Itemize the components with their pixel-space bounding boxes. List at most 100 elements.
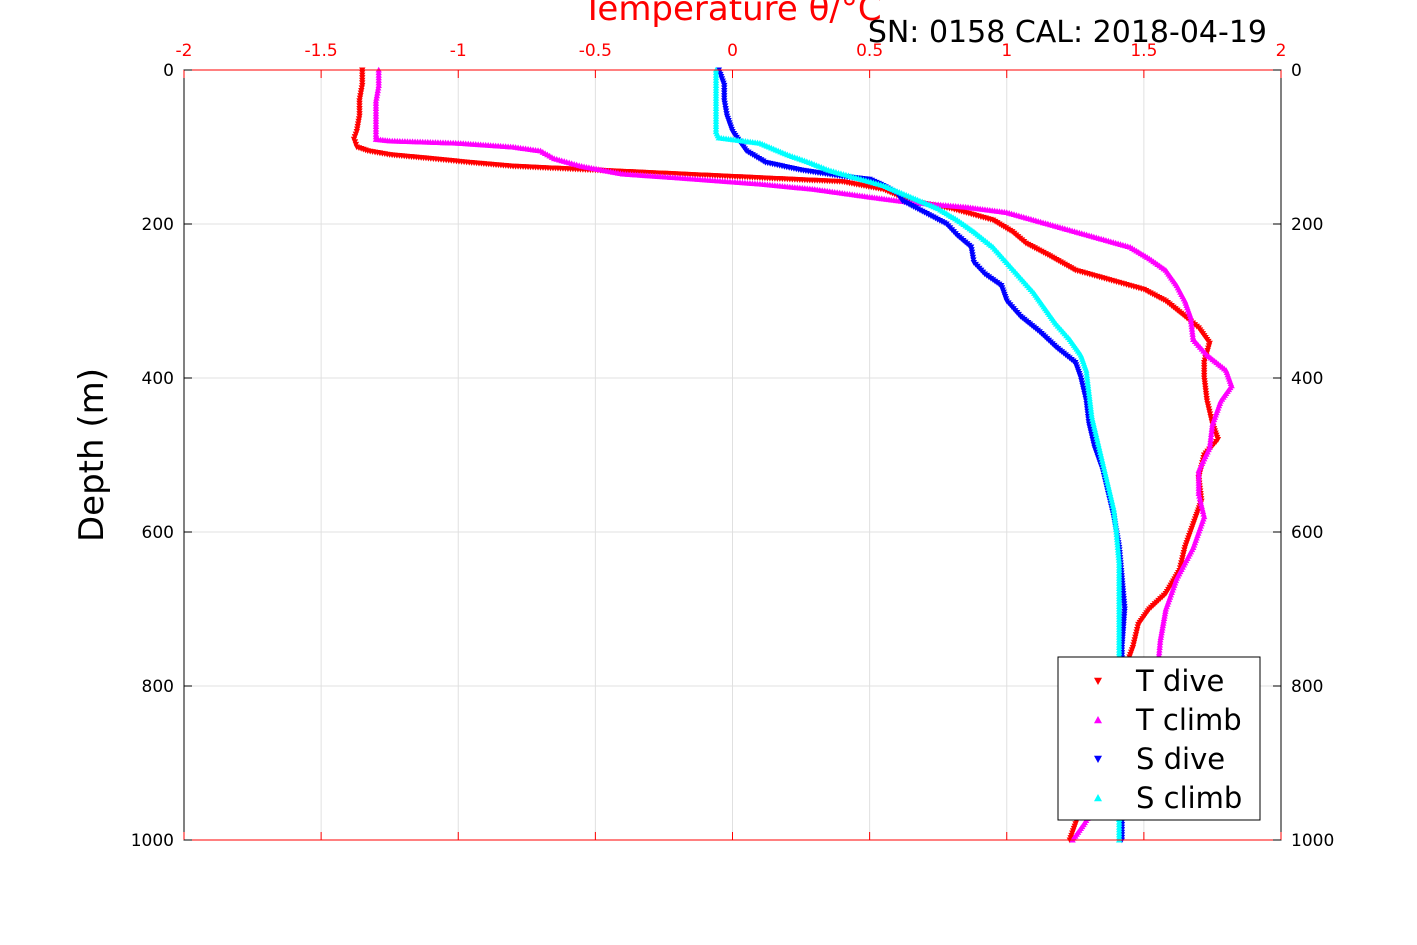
data-point xyxy=(1209,421,1216,427)
data-point xyxy=(1091,423,1098,430)
x-tick-label: -2 xyxy=(176,41,193,61)
data-point xyxy=(1111,510,1118,517)
data-point xyxy=(1195,490,1202,497)
data-point xyxy=(373,92,381,99)
y-tick-label-left: 400 xyxy=(142,369,174,389)
data-point xyxy=(1106,487,1113,494)
data-point xyxy=(1086,397,1094,404)
data-point xyxy=(1115,549,1122,556)
data-point xyxy=(1161,610,1169,617)
data-point xyxy=(1198,503,1205,509)
y-tick-label-right: 400 xyxy=(1291,369,1323,389)
data-point xyxy=(1111,513,1118,520)
data-point xyxy=(1088,410,1095,417)
legend-box xyxy=(1057,656,1261,821)
data-point xyxy=(1090,421,1097,427)
data-point xyxy=(1112,523,1120,530)
data-point xyxy=(1113,533,1121,540)
legend-marker xyxy=(1094,755,1102,763)
data-point xyxy=(1097,449,1104,455)
y-tick-label-right: 600 xyxy=(1291,523,1323,543)
data-point xyxy=(1087,400,1094,407)
y-tick-label-left: 0 xyxy=(163,61,174,81)
data-point xyxy=(1085,390,1093,396)
data-point xyxy=(1113,536,1121,543)
data-point xyxy=(1188,326,1196,332)
data-point xyxy=(374,87,382,94)
data-point xyxy=(1093,433,1100,440)
data-point xyxy=(1104,480,1111,486)
data-point xyxy=(1089,415,1096,422)
data-point xyxy=(1114,541,1121,548)
data-point xyxy=(1087,405,1095,412)
data-point xyxy=(1109,503,1117,509)
data-point xyxy=(1108,498,1116,504)
data-point xyxy=(1110,505,1117,512)
data-point xyxy=(1115,551,1122,558)
data-point xyxy=(1105,485,1113,491)
x-tick-label: 0.5 xyxy=(856,41,883,61)
data-point xyxy=(1114,546,1122,553)
legend-label: S dive xyxy=(1136,742,1225,776)
y-tick-label-right: 800 xyxy=(1291,677,1323,697)
data-point xyxy=(1199,505,1206,512)
data-point xyxy=(1095,444,1103,450)
data-point xyxy=(1187,313,1194,319)
data-point xyxy=(1097,451,1105,458)
data-point xyxy=(1189,331,1196,337)
data-point xyxy=(1092,431,1100,438)
data-point xyxy=(1189,328,1196,335)
x-tick-label: -0.5 xyxy=(579,41,612,61)
x-tick-label: 1.5 xyxy=(1130,41,1157,61)
data-point xyxy=(1162,608,1169,614)
data-point xyxy=(1086,392,1093,399)
data-point xyxy=(1084,379,1092,386)
data-point xyxy=(1086,395,1093,402)
y-tick-label-left: 800 xyxy=(142,677,174,697)
data-point xyxy=(1197,500,1205,507)
legend: T dive T climb S dive S climb xyxy=(1057,656,1261,821)
y-tick-label-left: 600 xyxy=(142,523,174,543)
y-tick-label-right: 1000 xyxy=(1291,831,1334,851)
data-point xyxy=(1106,490,1114,497)
data-point xyxy=(1092,428,1099,435)
data-point xyxy=(1100,462,1107,468)
data-point xyxy=(1155,649,1163,656)
data-point xyxy=(1159,624,1166,631)
y-tick-label-right: 200 xyxy=(1291,215,1323,235)
data-point xyxy=(1188,323,1195,330)
data-point xyxy=(1101,469,1109,476)
y-tick-label-left: 200 xyxy=(142,215,174,235)
data-point xyxy=(1112,526,1120,532)
chart-title: Temperature θ/°C xyxy=(581,0,881,29)
data-point xyxy=(1115,557,1123,563)
data-point xyxy=(1113,531,1120,538)
data-point xyxy=(1189,333,1197,340)
x-tick-label: -1.5 xyxy=(305,41,338,61)
data-point xyxy=(1156,646,1163,653)
data-point xyxy=(1094,436,1101,443)
data-point xyxy=(1084,382,1092,389)
data-point xyxy=(1160,617,1167,624)
data-point xyxy=(1208,423,1216,430)
data-point xyxy=(1162,605,1170,612)
data-point xyxy=(1103,477,1111,484)
data-point xyxy=(375,84,382,91)
legend-marker xyxy=(1094,716,1102,724)
data-point xyxy=(1196,495,1204,502)
data-point xyxy=(1101,467,1108,473)
data-point xyxy=(1160,620,1167,626)
data-point xyxy=(1197,498,1204,504)
data-point xyxy=(1188,320,1195,327)
data-point xyxy=(1088,413,1095,420)
data-point xyxy=(1156,641,1164,648)
data-point xyxy=(1207,433,1215,440)
x-tick-label: 1 xyxy=(1001,41,1012,61)
data-point xyxy=(1159,622,1167,629)
data-point xyxy=(1083,372,1091,378)
legend-marker xyxy=(1094,677,1102,685)
data-point xyxy=(1158,627,1166,633)
data-point xyxy=(1160,615,1168,622)
data-point xyxy=(1087,403,1094,409)
